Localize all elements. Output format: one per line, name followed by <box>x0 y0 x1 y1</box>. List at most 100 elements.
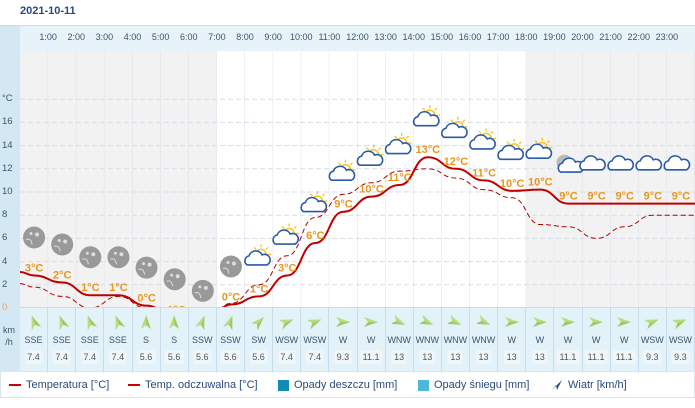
y-tick-label: 8 <box>2 209 8 221</box>
wind-speed: 13 <box>475 350 492 364</box>
temperature-label: 9°C <box>559 191 578 203</box>
moon-crater <box>29 232 33 236</box>
cloud-icon <box>607 155 635 171</box>
legend-wind[interactable]: Wiatr [km/h] <box>551 379 627 391</box>
moon-crater <box>231 261 236 266</box>
moon-crater <box>54 245 61 252</box>
wind-speed: 5.6 <box>249 350 268 364</box>
wind-cell: SSE 7.4 <box>104 308 133 373</box>
wind-speed: 13 <box>419 350 436 364</box>
wind-cell: W 11.1 <box>554 308 583 373</box>
column-bg <box>357 51 386 307</box>
sun-ray <box>450 119 454 123</box>
sun-ray <box>394 135 398 139</box>
wind-arrow-icon <box>673 319 687 330</box>
temperature-label: 9°C <box>644 191 663 203</box>
wind-direction: SSW <box>220 335 241 345</box>
cloud-icon <box>663 155 691 171</box>
column-bg <box>441 51 470 307</box>
legend-temperature[interactable]: Temperatura [°C] <box>9 379 109 391</box>
hour-label: 6:00 <box>179 32 198 42</box>
wind-speed: 7.4 <box>277 350 296 364</box>
y-tick-label: 6 <box>2 232 8 244</box>
sun-ray <box>253 246 257 250</box>
temperature-label: 9°C <box>672 191 691 203</box>
wind-row: SSE 7.4 SSE 7.4 SSE 7.4 SSE 7.4 S 5.6 S 5.6 SSW 5.6 SS… <box>20 307 695 373</box>
rain-swatch <box>278 379 289 391</box>
wind-cell: WSW 9.3 <box>667 308 695 373</box>
moon-crater <box>226 261 230 265</box>
wind-speed: 11.1 <box>584 350 608 364</box>
hour-label: 14:00 <box>402 32 426 42</box>
column-bg <box>526 51 555 307</box>
wind-cell: WNW 13 <box>442 308 470 373</box>
wind-speed: 11.1 <box>556 350 580 364</box>
column-bg <box>582 51 611 307</box>
moon-shape <box>191 279 214 302</box>
hour-label: 9:00 <box>264 32 282 42</box>
temperature-label: 10°C <box>528 177 553 189</box>
wind-arrow-icon <box>560 317 575 327</box>
y-tick-label: 0 <box>2 302 8 313</box>
y-tick-label: 10 <box>2 186 13 197</box>
moon-crater <box>25 238 33 245</box>
hour-label: 3:00 <box>95 32 114 42</box>
cloud-shape <box>384 138 412 155</box>
hour-row: 1:00 2:00 3:00 4:00 5:00 6:00 7:00 8:00 9:00 10:0… <box>20 26 695 51</box>
temperature-label: 13°C <box>416 144 441 156</box>
wind-speed: 5.6 <box>221 350 240 364</box>
moon-crater <box>57 238 61 242</box>
wind-direction: SSE <box>24 335 43 345</box>
column-bg <box>48 51 77 307</box>
cloud-shape <box>525 143 553 159</box>
wind-speed: 9.3 <box>333 350 353 364</box>
forecast-panel: °C 16 14 12 10 8 6 4 2 0 1:00 2:00 3:00 4:00 5:00 6:00… <box>0 25 695 373</box>
wind-cell: SSE 7.4 <box>76 308 105 373</box>
column-bg <box>666 51 695 307</box>
moon-icon <box>163 268 186 291</box>
moon-shape <box>79 246 102 269</box>
hour-label: 20:00 <box>571 32 594 42</box>
wind-arrow-icon <box>617 317 632 327</box>
temperature-label: 2°C <box>53 269 72 281</box>
temperature-label: 1°C <box>109 282 128 294</box>
cloud-shape <box>497 144 525 161</box>
sun-ray <box>293 225 297 230</box>
wind-speed: 5.6 <box>164 350 184 364</box>
hour-label: 13:00 <box>374 32 397 42</box>
feels-like-line <box>19 168 695 307</box>
wind-arrow-icon <box>364 317 379 327</box>
legend-snow[interactable]: Opady śniegu [mm] <box>418 379 529 391</box>
moon-shape <box>163 268 186 291</box>
moon-icon <box>107 246 130 269</box>
sun-ray <box>265 246 269 250</box>
cloud-icon <box>579 155 606 171</box>
hour-label: 1:00 <box>39 32 57 42</box>
wind-speed: 11.1 <box>612 350 636 364</box>
moon-shape <box>23 226 46 249</box>
wind-arrow-icon <box>223 315 233 330</box>
legend-feels-like[interactable]: Temp. odczuwalna [°C] <box>128 379 258 391</box>
wind-direction: W <box>366 335 376 345</box>
wind-speed: 13 <box>531 350 548 364</box>
wind-direction: SW <box>251 335 266 345</box>
temperature-label: 11°C <box>388 172 412 184</box>
feel-line-swatch <box>128 384 140 386</box>
hour-label: 4:00 <box>123 32 142 42</box>
wind-arrow-icon <box>279 319 294 330</box>
moon-crater <box>175 274 180 279</box>
temperature-label: 0°C <box>137 293 156 305</box>
moon-crater <box>35 232 40 237</box>
temperature-label: 0°C <box>222 292 241 304</box>
legend-rain[interactable]: Opady deszczu [mm] <box>278 379 397 391</box>
hour-label: 2:00 <box>67 32 86 42</box>
wind-direction: W <box>619 335 629 345</box>
temperature-label: 3°C <box>278 263 297 275</box>
wind-speed: 5.6 <box>193 350 212 364</box>
moon-shape <box>219 255 242 278</box>
temperature-line <box>19 156 695 307</box>
hour-label: 5:00 <box>151 32 170 42</box>
moon-crater <box>113 251 117 255</box>
legend: Temperatura [°C] Temp. odczuwalna [°C] O… <box>0 371 695 398</box>
moon-icon <box>23 226 46 249</box>
